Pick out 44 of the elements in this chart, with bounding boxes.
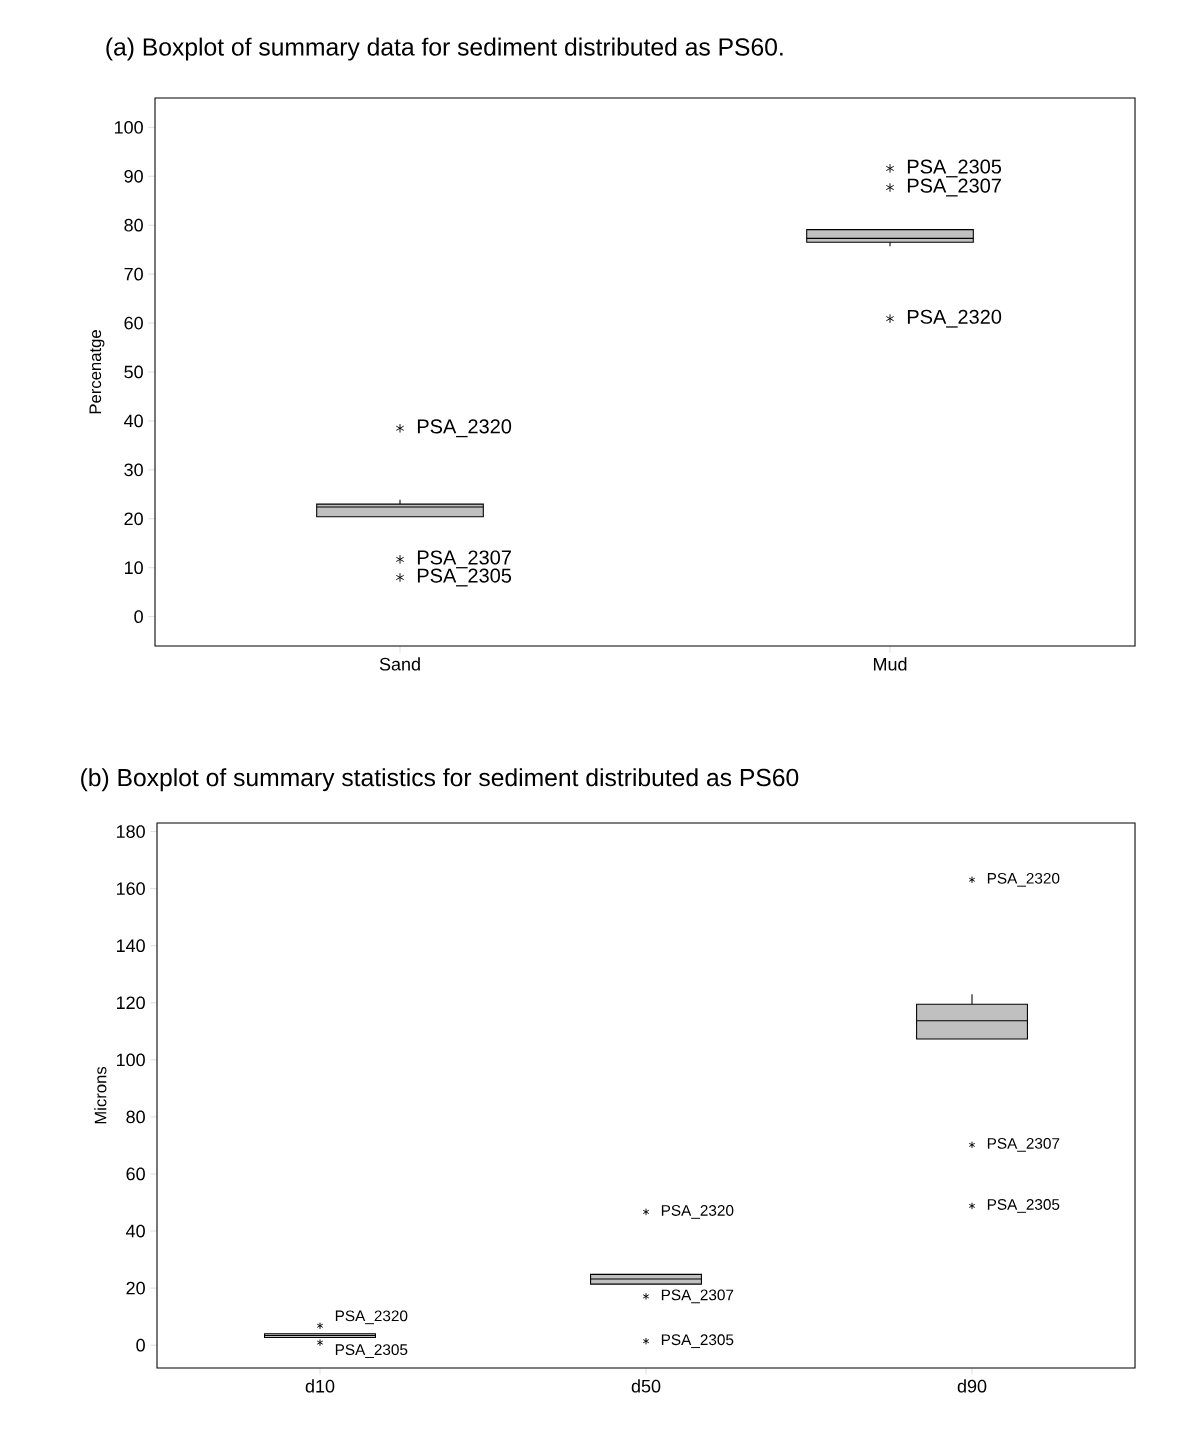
annotation: PSA_2320: [661, 1205, 734, 1219]
y-tick-label: 0: [136, 1338, 145, 1352]
annotation: PSA_2305: [987, 1199, 1060, 1213]
y-tick-label: 70: [124, 267, 143, 281]
y-tick-label: 20: [126, 1281, 145, 1295]
annotation: PSA_2305: [661, 1334, 734, 1349]
annotation: PSA_2307: [417, 550, 511, 569]
annotation: PSA_2305: [907, 159, 1002, 178]
y-axis-title: Percenatge: [89, 330, 105, 414]
annotation: PSA_2320: [907, 309, 1002, 328]
y-tick-label: 80: [126, 1110, 145, 1124]
y-tick-label: 100: [114, 120, 143, 134]
y-tick-label: 50: [124, 365, 143, 379]
y-tick-label: 10: [124, 561, 143, 575]
annotation: PSA_2320: [417, 419, 512, 438]
x-tick-label: d10: [305, 1379, 335, 1393]
y-tick-label: 30: [124, 463, 143, 477]
y-tick-label: 100: [116, 1053, 145, 1067]
chart-title: (a) Boxplot of summary data for sediment distributed as PS60.: [106, 37, 783, 61]
x-tick-label: d90: [957, 1379, 987, 1393]
y-tick-label: 180: [116, 825, 145, 838]
x-tick-label: d50: [631, 1379, 661, 1393]
x-tick-label: Sand: [379, 657, 420, 671]
annotation: PSA_2307: [987, 1137, 1060, 1152]
annotation: PSA_2307: [907, 178, 1001, 197]
y-tick-label: 140: [116, 939, 145, 953]
x-tick-label: Mud: [873, 657, 907, 671]
y-tick-label: 40: [124, 414, 143, 428]
y-axis-title: Microns: [94, 1066, 107, 1124]
annotation: PSA_2305: [335, 1344, 408, 1358]
y-tick-label: 40: [126, 1224, 145, 1238]
y-tick-label: 60: [124, 316, 143, 330]
y-tick-label: 80: [124, 218, 143, 232]
y-tick-label: 0: [134, 610, 143, 623]
y-tick-label: 120: [116, 996, 145, 1010]
annotation: PSA_2307: [661, 1289, 734, 1304]
annotation: PSA_2305: [417, 568, 512, 587]
y-tick-label: 20: [124, 512, 143, 526]
y-tick-label: 90: [124, 169, 143, 183]
annotation: PSA_2320: [335, 1310, 408, 1325]
annotation: PSA_2320: [987, 872, 1060, 887]
y-tick-label: 60: [126, 1167, 145, 1181]
chart-title: (b) Boxplot of summary statistics for sediment distributed as PS60: [81, 768, 799, 792]
y-tick-label: 160: [116, 882, 145, 895]
